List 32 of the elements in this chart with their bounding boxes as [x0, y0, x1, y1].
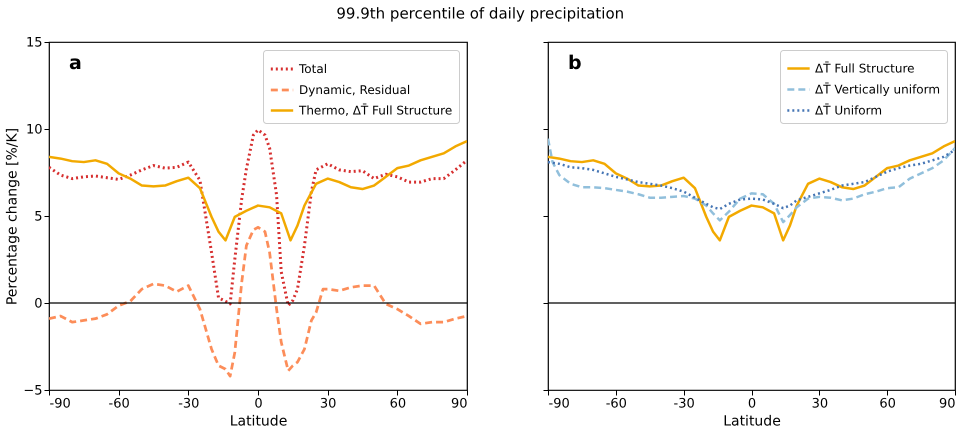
x-tick-label: 60: [879, 396, 896, 412]
annotation: a: [69, 52, 82, 74]
x-tick-label: 0: [254, 396, 263, 412]
x-tick-label: 60: [390, 396, 406, 412]
y-tick-label: 0: [34, 296, 42, 312]
x-tick-label: -90: [50, 396, 71, 412]
chart-title: 99.9th percentile of daily precipitation: [336, 4, 624, 22]
x-tick-label: 30: [812, 396, 828, 412]
x-tick-label: -60: [606, 396, 627, 412]
x-tick-label: 30: [320, 396, 336, 412]
y-tick-label: 5: [34, 210, 42, 224]
x-tick-label: -60: [108, 396, 130, 412]
y-tick-label: −5: [23, 384, 42, 398]
legend-label: Total: [298, 62, 328, 76]
annotation: b: [568, 52, 582, 74]
y-axis-title: Percentage change [%/K]: [4, 128, 20, 306]
x-tick-label: -90: [548, 396, 570, 412]
legend-label: Dynamic, Residual: [299, 83, 410, 97]
x-tick-label: 90: [938, 396, 956, 412]
x-axis-title: Latitude: [723, 414, 781, 430]
x-tick-label: -30: [178, 396, 200, 412]
legend-label: Thermo, ΔT̄ Full Structure: [298, 103, 452, 118]
x-tick-label: 90: [450, 396, 468, 412]
y-tick-label: 15: [26, 36, 42, 50]
x-axis-title: Latitude: [230, 414, 288, 430]
y-tick-label: 10: [26, 122, 42, 138]
x-tick-label: 0: [748, 396, 756, 412]
legend-label: ΔT̄ Uniform: [815, 103, 882, 118]
legend-label: ΔT̄ Full Structure: [815, 61, 915, 76]
x-tick-label: -30: [674, 396, 695, 412]
legend-label: ΔT̄ Vertically uniform: [815, 82, 940, 96]
line-series: [49, 140, 467, 242]
